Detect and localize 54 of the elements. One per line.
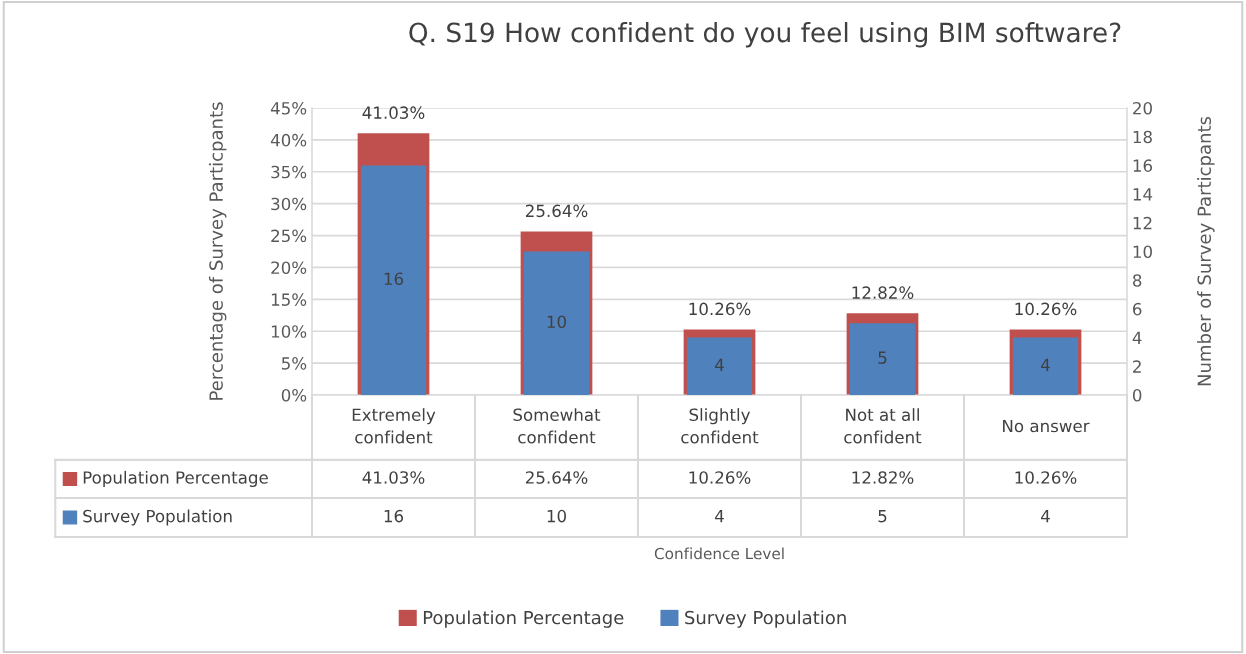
text: Survey Population [685, 610, 846, 628]
y2-tick-label: 2 [1133, 360, 1141, 373]
x-tick-label: Extremely confident [352, 408, 436, 444]
text: Confidence Level [654, 547, 784, 560]
y2-tick-label: 14 [1133, 188, 1153, 201]
y-tick-label: 35% [271, 165, 307, 179]
data-label: 41.03% [362, 471, 425, 484]
y2-tick-label: 4 [1132, 331, 1142, 344]
data-label: 12.82% [852, 471, 914, 484]
text: 10.26% [689, 302, 751, 316]
x-tick-label: Not at all confident [844, 408, 922, 444]
chart-title: Q. S19 How confident do you feel using BIM software? [409, 22, 1121, 48]
text: 4 [715, 358, 724, 371]
text: 5 [878, 351, 887, 364]
y2-tick-label: 12 [1133, 216, 1152, 230]
y2-axis-title: Number of Survey Particpants [1197, 116, 1215, 386]
y-tick-label: 15% [271, 293, 307, 306]
text: Population Percentage [423, 610, 624, 628]
y2-tick-label: 8 [1132, 274, 1142, 287]
text: 41.03% [362, 106, 425, 119]
y-axis-title: Percentage of Survey Particpants [208, 102, 227, 400]
x-tick-label: No answer [1003, 419, 1090, 433]
x-tick-label: Slightly confident [681, 408, 759, 444]
data-label: 4 [1041, 510, 1050, 523]
data-label: 10 [547, 509, 566, 523]
x-tick-label: Somewhat confident [513, 408, 601, 444]
y2-tick-label: 16 [1133, 159, 1153, 172]
text: 10 [547, 315, 566, 329]
y2-tick-label: 10 [1133, 245, 1152, 259]
data-label: 5 [878, 510, 887, 523]
text: 12.82% [852, 286, 914, 299]
legend-label: Survey Population [83, 509, 232, 526]
y2-tick-label: 18 [1133, 130, 1152, 144]
y-tick-label: 25% [271, 229, 307, 243]
data-label: 10.26% [689, 471, 751, 484]
y2-tick-label: 0 [1132, 388, 1142, 402]
text: 25.64% [525, 204, 588, 218]
data-label: 16 [384, 509, 404, 523]
text: 16 [384, 272, 404, 286]
y-tick-label: 5% [281, 357, 307, 370]
y-tick-label: 40% [270, 133, 307, 147]
y-tick-label: 45% [270, 101, 307, 115]
y2-tick-label: 6 [1133, 302, 1142, 316]
data-label: 4 [715, 510, 724, 523]
y-tick-label: 30% [271, 197, 307, 211]
text: 4 [1041, 358, 1050, 371]
y-tick-label: 0% [281, 388, 307, 402]
legend-label: Population Percentage [83, 470, 268, 488]
y2-tick-label: 20 [1133, 101, 1152, 115]
y-tick-label: 10% [271, 325, 307, 338]
data-label: 10.26% [1015, 471, 1077, 484]
text: 10.26% [1015, 302, 1077, 316]
y-tick-label: 20% [271, 261, 307, 275]
data-label: 25.64% [525, 471, 588, 484]
